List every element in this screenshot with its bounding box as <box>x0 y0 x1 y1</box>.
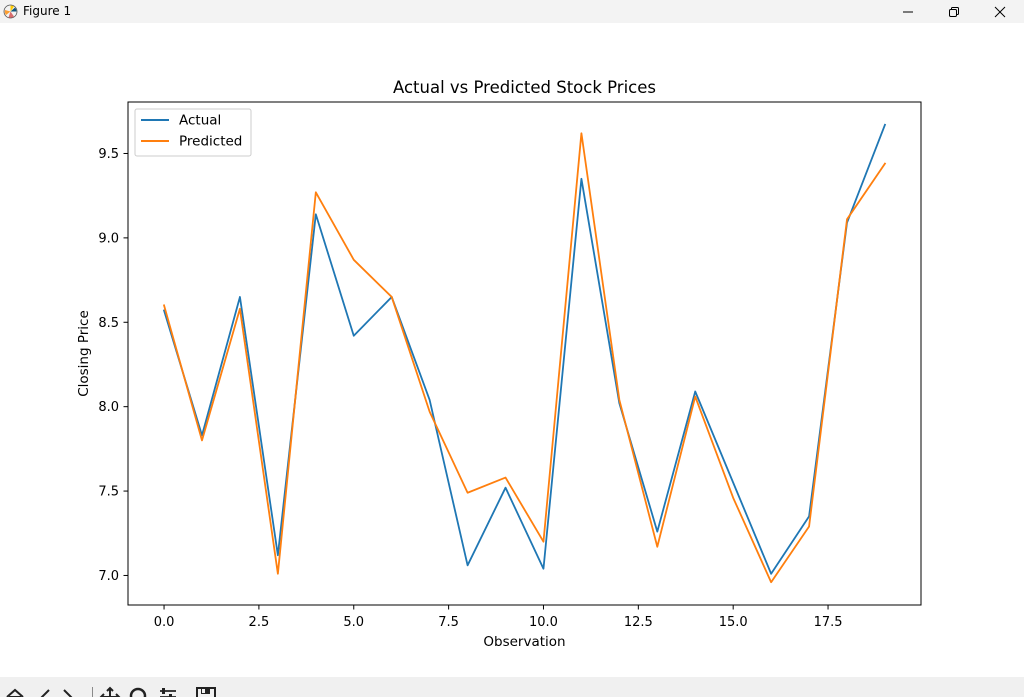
window-title: Figure 1 <box>23 4 72 18</box>
series-line-actual <box>162 123 887 575</box>
chart-title: Actual vs Predicted Stock Prices <box>393 78 656 97</box>
legend: Actual Predicted <box>134 108 252 157</box>
figure-canvas[interactable]: Actual vs Predicted Stock Prices 0.0 2.5 5… <box>0 23 1024 677</box>
save-disk-icon[interactable] <box>195 686 217 697</box>
y-tick-label: 8.0 <box>98 400 119 415</box>
line-chart: Actual vs Predicted Stock Prices 0.0 2.5 5… <box>76 78 922 650</box>
home-icon[interactable] <box>4 686 26 697</box>
x-tick-label: 12.5 <box>624 615 653 630</box>
x-tick-label: 5.0 <box>343 615 364 630</box>
close-icon <box>994 6 1006 17</box>
axes-frame <box>127 101 922 606</box>
restore-button[interactable] <box>931 0 977 23</box>
close-button[interactable] <box>977 0 1023 23</box>
toolbar-separator <box>92 687 93 697</box>
x-tick-label: 10.0 <box>529 615 558 630</box>
x-axis-label: Observation <box>483 634 565 650</box>
legend-label-actual: Actual <box>179 113 221 129</box>
x-tick-label: 2.5 <box>249 615 270 630</box>
x-tick-label: 0.0 <box>154 615 175 630</box>
navigation-toolbar <box>0 677 1024 697</box>
restore-icon <box>949 6 959 17</box>
series-line-predicted <box>162 132 887 584</box>
y-axis-label: Closing Price <box>76 310 92 397</box>
subplots-configure-icon[interactable] <box>157 686 179 697</box>
x-tick-label: 15.0 <box>719 615 748 630</box>
y-tick-label: 9.5 <box>98 147 119 162</box>
y-tick-label: 7.5 <box>98 485 119 500</box>
title-bar[interactable]: Figure 1 <box>0 0 1024 23</box>
y-tick-label: 8.5 <box>98 316 119 331</box>
x-tick-label: 7.5 <box>438 615 459 630</box>
pan-move-icon[interactable] <box>99 686 121 697</box>
y-tick-label: 9.0 <box>98 231 119 246</box>
x-tick-label: 17.5 <box>814 615 843 630</box>
zoom-magnifier-icon[interactable] <box>128 686 150 697</box>
back-arrow-icon[interactable] <box>31 686 53 697</box>
legend-label-predicted: Predicted <box>179 134 242 150</box>
y-tick-label: 7.0 <box>98 569 119 584</box>
minimize-button[interactable] <box>885 0 931 23</box>
forward-arrow-icon[interactable] <box>60 686 82 697</box>
plot-area <box>128 102 921 605</box>
minimize-icon <box>903 11 913 12</box>
matplotlib-logo-icon <box>2 3 19 20</box>
